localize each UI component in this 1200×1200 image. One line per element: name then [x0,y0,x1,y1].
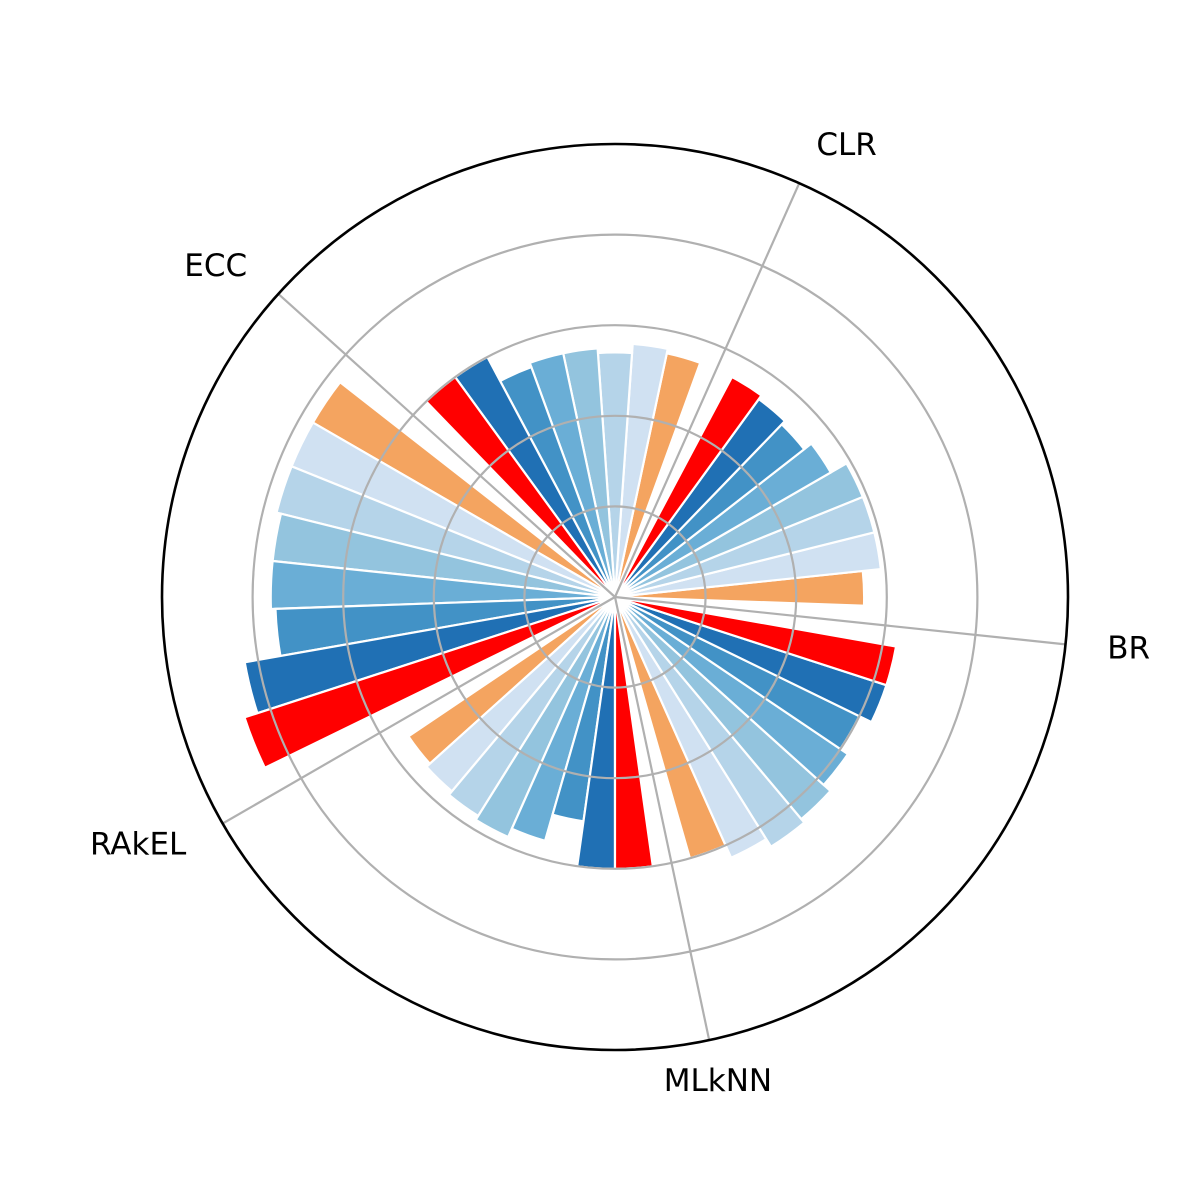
grid-ring-4 [432,414,798,780]
bar-br-4 [614,461,865,599]
group-label-mlknn: MLkNN [664,1063,772,1099]
group-label-clr: CLR [816,127,876,163]
labels-layer: BR CLR ECC RAkEL MLkNN [90,127,1150,1099]
spoke-mlknn [613,596,711,1041]
bar-ecc-5 [269,559,616,611]
group-label-rakel: RAkEL [90,827,187,863]
group-label-br: BR [1107,631,1150,667]
bar-mlknn-3 [614,596,806,849]
bars-layer [243,342,898,870]
group-label-ecc: ECC [184,248,247,284]
spoke-clr [613,182,801,598]
bar-rakel-5 [510,596,617,843]
polar-frame [160,142,1070,1052]
bar-mlknn-4 [614,596,833,821]
spoke-rakel [222,596,616,825]
bar-mlknn-5 [614,596,850,787]
bar-br-5 [614,442,833,598]
bar-ecc-8 [243,595,616,770]
grid-ring-2 [523,505,707,689]
bar-clr-2 [613,342,670,598]
spoke-br [614,595,1066,646]
frame-layer [160,142,1070,1052]
bar-rakel-4 [474,596,617,839]
bar-br-8 [614,375,763,598]
grid-ring-8 [251,233,979,961]
bar-mlknn-8 [614,595,898,687]
spoke-ecc [277,293,616,598]
grid-layer [222,182,1066,1041]
grid-ring-6 [342,324,888,870]
